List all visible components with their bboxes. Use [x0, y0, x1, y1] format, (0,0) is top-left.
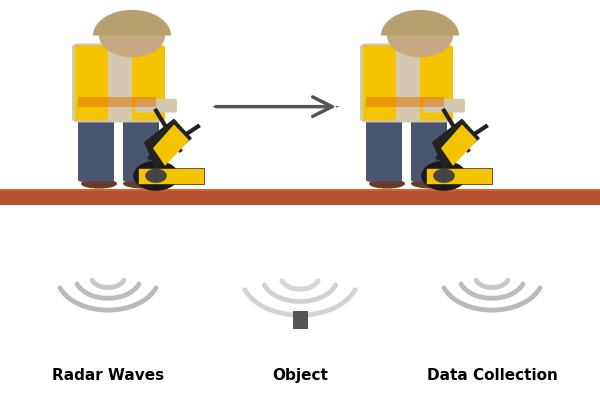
FancyBboxPatch shape — [75, 45, 108, 120]
Text: Object: Object — [272, 368, 328, 383]
Bar — [293, 311, 308, 329]
FancyBboxPatch shape — [366, 115, 402, 182]
Circle shape — [433, 169, 455, 183]
Polygon shape — [153, 124, 189, 166]
FancyBboxPatch shape — [0, 190, 600, 205]
FancyBboxPatch shape — [132, 45, 165, 120]
Ellipse shape — [81, 179, 117, 189]
Text: Data Collection: Data Collection — [427, 368, 557, 383]
FancyBboxPatch shape — [426, 168, 492, 184]
FancyBboxPatch shape — [363, 45, 396, 120]
FancyBboxPatch shape — [135, 99, 177, 113]
Text: Radar Waves: Radar Waves — [52, 368, 164, 383]
FancyBboxPatch shape — [78, 97, 156, 107]
Circle shape — [387, 14, 453, 57]
Circle shape — [145, 169, 167, 183]
FancyBboxPatch shape — [360, 43, 450, 122]
Wedge shape — [381, 10, 459, 36]
FancyBboxPatch shape — [420, 45, 453, 120]
Polygon shape — [144, 118, 192, 170]
Circle shape — [99, 14, 165, 57]
Circle shape — [421, 161, 467, 191]
FancyBboxPatch shape — [72, 43, 162, 122]
FancyBboxPatch shape — [366, 97, 444, 107]
Ellipse shape — [123, 179, 165, 189]
Wedge shape — [93, 10, 171, 36]
Ellipse shape — [369, 179, 405, 189]
Ellipse shape — [411, 179, 453, 189]
FancyBboxPatch shape — [423, 99, 465, 113]
Polygon shape — [432, 118, 480, 170]
FancyBboxPatch shape — [78, 115, 114, 182]
FancyBboxPatch shape — [411, 115, 447, 182]
FancyBboxPatch shape — [123, 115, 159, 182]
FancyBboxPatch shape — [138, 168, 204, 184]
Polygon shape — [441, 124, 477, 166]
Circle shape — [133, 161, 179, 191]
